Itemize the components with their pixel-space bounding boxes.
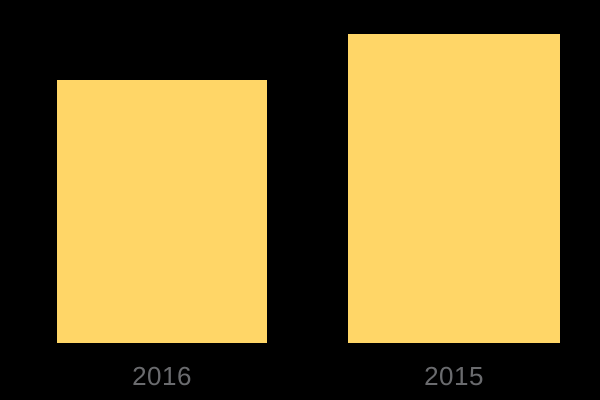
bar-label-2016: 2016 xyxy=(132,361,192,391)
bar-2016 xyxy=(57,80,267,343)
bar-label-2015: 2015 xyxy=(424,361,484,391)
bar-2015 xyxy=(348,34,560,343)
